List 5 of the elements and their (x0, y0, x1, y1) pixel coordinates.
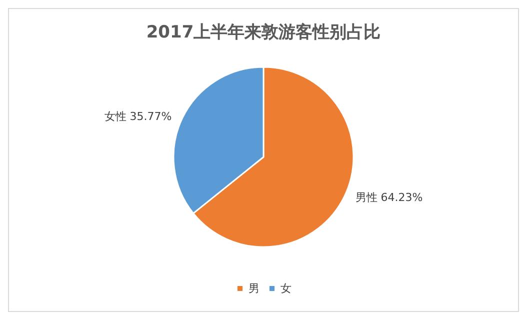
data-label: 女性 35.77% (104, 110, 172, 123)
legend-label: 男 (248, 282, 260, 295)
chart-title: 2017上半年来敦游客性别占比 (146, 22, 381, 42)
legend-label: 女 (280, 282, 292, 295)
data-label: 男性 64.23% (355, 191, 423, 204)
